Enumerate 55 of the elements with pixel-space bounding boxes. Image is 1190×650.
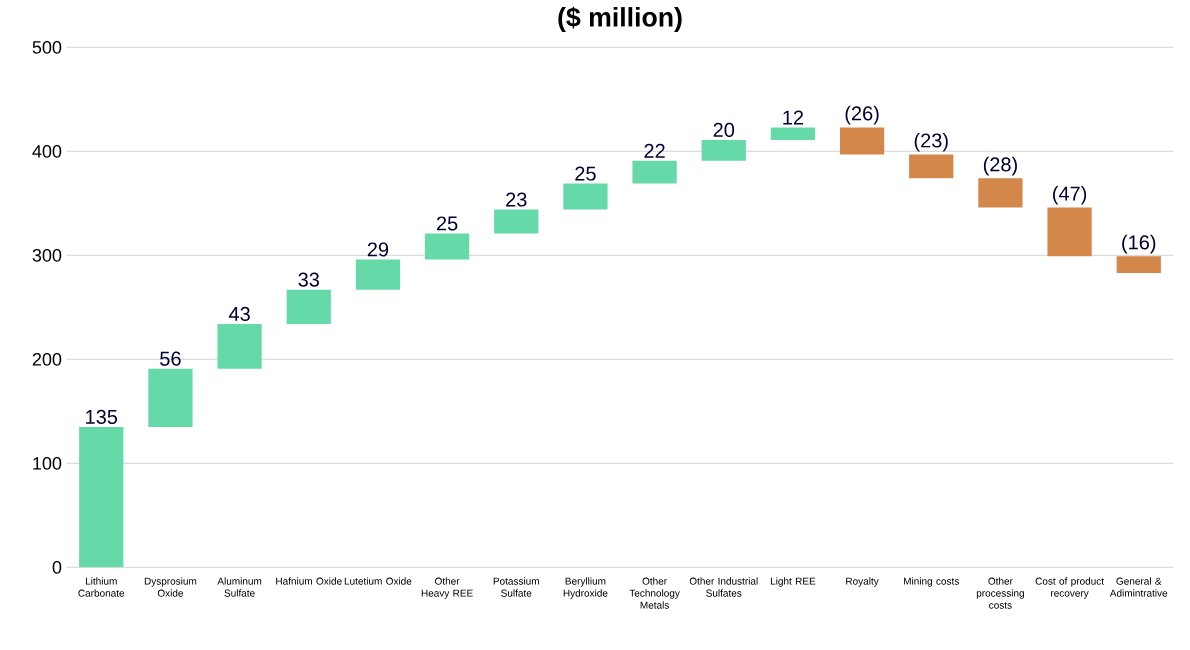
x-tick-label: Other Industrial Sulfates bbox=[689, 577, 758, 597]
x-tick-label: Other Heavy REE bbox=[421, 577, 473, 599]
x-tick-label: Other Technology Metals bbox=[629, 577, 680, 609]
y-tick-label: 100 bbox=[33, 456, 62, 470]
x-tick-label: Lithium Carbonate bbox=[78, 577, 125, 597]
x-tick-label: Aluminum Sulfate bbox=[217, 577, 262, 597]
x-tick-label: Beryllium Hydroxide bbox=[563, 577, 608, 599]
bar bbox=[978, 178, 1023, 208]
x-tick-label: Other processing costs bbox=[976, 577, 1024, 609]
bar bbox=[563, 183, 608, 210]
data-label: 25 bbox=[575, 166, 596, 181]
y-tick-label: 300 bbox=[32, 248, 62, 262]
data-label: (47) bbox=[1053, 185, 1087, 205]
y-tick-label: 400 bbox=[32, 144, 62, 158]
data-label: 22 bbox=[644, 143, 665, 158]
data-label: 43 bbox=[228, 306, 250, 322]
data-label: (28) bbox=[983, 156, 1017, 176]
bar bbox=[217, 323, 262, 369]
bar bbox=[632, 160, 677, 184]
x-tick-label: General & Adimintrative bbox=[1109, 577, 1168, 597]
x-tick-label: Mining costs bbox=[904, 577, 959, 587]
bar bbox=[494, 209, 539, 234]
bar bbox=[79, 426, 124, 568]
x-tick-label: Dysprosium Oxide bbox=[144, 577, 197, 597]
data-label: 23 bbox=[506, 192, 527, 207]
bar bbox=[424, 233, 470, 260]
data-label: (16) bbox=[1122, 234, 1156, 254]
data-label: 56 bbox=[160, 351, 181, 366]
bar bbox=[1116, 256, 1161, 273]
data-label: 12 bbox=[783, 110, 804, 125]
y-tick-label: 200 bbox=[32, 352, 62, 366]
x-tick-label: Royalty bbox=[846, 577, 879, 587]
data-label: 29 bbox=[367, 242, 389, 257]
x-tick-label: Light REE bbox=[770, 577, 816, 587]
chart-title: ($ million) bbox=[558, 6, 682, 32]
y-tick-label: 500 bbox=[32, 40, 62, 54]
x-tick-label: Hafnium Oxide bbox=[276, 577, 342, 585]
bar bbox=[286, 289, 331, 324]
bar bbox=[770, 127, 816, 140]
bar bbox=[1047, 207, 1092, 257]
bar bbox=[355, 259, 401, 290]
x-tick-label: Potassium Sulfate bbox=[493, 577, 539, 597]
data-label: (23) bbox=[914, 132, 948, 152]
bar bbox=[909, 154, 954, 179]
bar bbox=[701, 139, 746, 161]
y-tick-label: 0 bbox=[52, 560, 62, 574]
data-label: (26) bbox=[845, 105, 879, 125]
bar bbox=[839, 127, 885, 155]
data-label: 33 bbox=[298, 272, 319, 287]
bar bbox=[148, 368, 193, 427]
data-label: 25 bbox=[436, 216, 458, 231]
data-label: 135 bbox=[86, 409, 118, 424]
x-tick-label: Cost of product recovery bbox=[1035, 577, 1104, 599]
data-label: 20 bbox=[713, 122, 735, 137]
x-tick-label: Lutetium Oxide bbox=[344, 577, 412, 585]
